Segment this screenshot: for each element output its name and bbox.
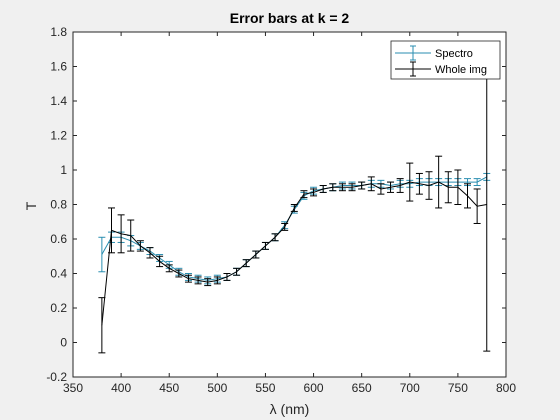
x-tick-label: 700 <box>400 381 420 395</box>
x-tick-label: 500 <box>207 381 227 395</box>
x-tick-label: 350 <box>63 381 83 395</box>
y-tick-label: 0.6 <box>50 232 67 246</box>
x-tick-label: 400 <box>111 381 131 395</box>
legend-box <box>390 40 501 80</box>
x-tick-label: 800 <box>496 381 516 395</box>
legend-label-whole-img: Whole img <box>435 64 487 76</box>
x-tick-label: 550 <box>255 381 275 395</box>
legend-entry-whole-img: Whole img <box>395 61 487 77</box>
y-tick-label: 0.4 <box>50 267 67 281</box>
y-tick-label: 1.2 <box>50 129 67 143</box>
legend: Spectro Whole img <box>390 40 501 80</box>
x-tick-label: 450 <box>159 381 179 395</box>
y-tick-label: 0.2 <box>50 301 67 315</box>
y-tick-label: 0.8 <box>50 198 67 212</box>
y-tick-label: 1.8 <box>50 25 67 39</box>
series-layer <box>98 57 491 354</box>
ticks-layer: 350 400 450 500 550 600 650 700 750 800 -0.2 0 0.2 0.… <box>46 25 516 395</box>
x-tick-label: 600 <box>304 381 324 395</box>
y-tick-label: -0.2 <box>46 370 67 384</box>
y-tick-label: 1.6 <box>50 60 67 74</box>
x-axis-label: λ (nm) <box>270 401 310 417</box>
y-tick-label: 1.4 <box>50 94 67 108</box>
legend-entry-spectro: Spectro <box>395 45 473 61</box>
plot-area <box>73 32 506 377</box>
x-tick-label: 750 <box>448 381 468 395</box>
x-tick-label: 650 <box>352 381 372 395</box>
y-axis-label: T <box>23 201 39 210</box>
legend-label-spectro: Spectro <box>435 48 473 60</box>
chart-title: Error bars at k = 2 <box>230 10 350 26</box>
y-tick-label: 0 <box>60 336 67 350</box>
y-tick-label: 1 <box>60 163 67 177</box>
